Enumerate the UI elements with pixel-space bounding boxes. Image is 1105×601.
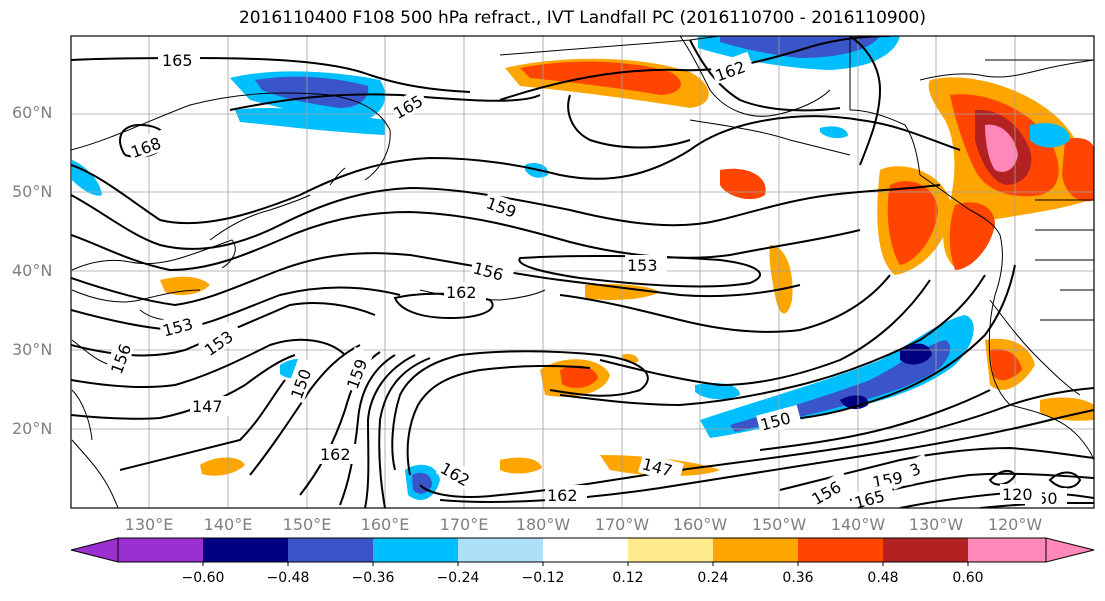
colorbar-tick-label: 0.60: [952, 570, 984, 586]
lon-label: 180°W: [515, 515, 571, 534]
positive-anomaly-patch: [990, 349, 1022, 381]
colorbar-segment: [118, 538, 203, 562]
colorbar-segment: [288, 538, 373, 562]
contour-label: 162: [320, 445, 351, 464]
lon-label: 140°W: [830, 515, 886, 534]
colorbar-segment: [373, 538, 458, 562]
positive-anomaly-patch: [500, 457, 542, 474]
colorbar-extend-high: [1045, 537, 1095, 563]
positive-anomaly-patch: [200, 457, 245, 476]
negative-anomaly-patch: [1030, 123, 1070, 148]
lon-label: 120°W: [987, 515, 1043, 534]
negative-anomaly-patch: [900, 343, 932, 365]
contour-label: 162: [547, 486, 578, 505]
colorbar-extend-low: [70, 537, 119, 563]
map-title: 2016110400 F108 500 hPa refract., IVT La…: [238, 8, 926, 28]
contour-label: 165: [162, 51, 193, 70]
colorbar-tick-label: 0.48: [867, 570, 899, 586]
colorbar-tick-label: −0.12: [521, 570, 565, 586]
contour-label: 147: [192, 397, 223, 416]
colorbar-segment: [798, 538, 883, 562]
lon-label: 150°W: [751, 515, 807, 534]
positive-anomaly-patch: [949, 202, 995, 270]
lat-label: 50°N: [12, 182, 53, 201]
colorbar-tick-label: −0.36: [351, 570, 395, 586]
lon-label: 160°W: [672, 515, 728, 534]
positive-anomaly-patch: [1040, 397, 1094, 421]
colorbar-segment: [968, 538, 1046, 562]
positive-anomaly-patch: [985, 124, 1018, 172]
lat-label: 20°N: [12, 419, 53, 438]
positive-anomaly-patch: [720, 168, 766, 200]
contour-label: 165: [852, 486, 886, 512]
positive-anomaly-patch: [585, 283, 660, 300]
colorbar-tick-label: 0.36: [782, 570, 814, 586]
lon-label: 150°E: [282, 515, 332, 534]
positive-anomaly-patch: [1062, 138, 1094, 202]
colorbar-segment: [458, 538, 543, 562]
contour-label: 162: [446, 283, 477, 302]
colorbar-tick-label: 0.12: [612, 570, 644, 586]
negative-anomaly-patch: [695, 383, 740, 400]
lat-label: 60°N: [12, 103, 53, 122]
lon-label: 130°W: [908, 515, 964, 534]
height-contours: [71, 36, 1094, 508]
map-frame: [70, 35, 1095, 509]
lon-label: 170°W: [594, 515, 650, 534]
colorbar-tick-label: 0.24: [697, 570, 729, 586]
lat-label: 40°N: [12, 261, 53, 280]
lon-label: 160°E: [360, 515, 410, 534]
colorbar-segment: [543, 538, 628, 562]
positive-anomaly-patch: [769, 245, 793, 314]
colorbar-segment: [203, 538, 288, 562]
lon-label: 170°E: [439, 515, 489, 534]
negative-anomaly-patch: [235, 108, 385, 135]
colorbar-tick-label: −0.24: [436, 570, 480, 586]
graticule: [71, 36, 1094, 508]
colorbar-segment: [713, 538, 798, 562]
contour-label: 153: [627, 256, 658, 275]
negative-anomaly-patch: [820, 126, 848, 139]
negative-anomaly-patch: [255, 76, 369, 108]
positive-anomaly-patch: [560, 365, 598, 388]
lat-label: 30°N: [12, 340, 53, 359]
colorbar-segment: [883, 538, 968, 562]
negative-anomaly-patch: [720, 36, 880, 58]
colorbar-tick-label: −0.60: [181, 570, 225, 586]
colorbar: [70, 537, 1095, 566]
positive-anomaly-patch: [887, 181, 938, 265]
colorbar-tick-label: −0.48: [266, 570, 310, 586]
lon-label: 130°E: [124, 515, 174, 534]
negative-anomaly-patch: [700, 315, 974, 438]
colorbar-segment: [628, 538, 713, 562]
contour-label: 120: [1002, 485, 1033, 504]
lon-label: 140°E: [203, 515, 253, 534]
negative-anomaly-patch: [412, 472, 432, 494]
